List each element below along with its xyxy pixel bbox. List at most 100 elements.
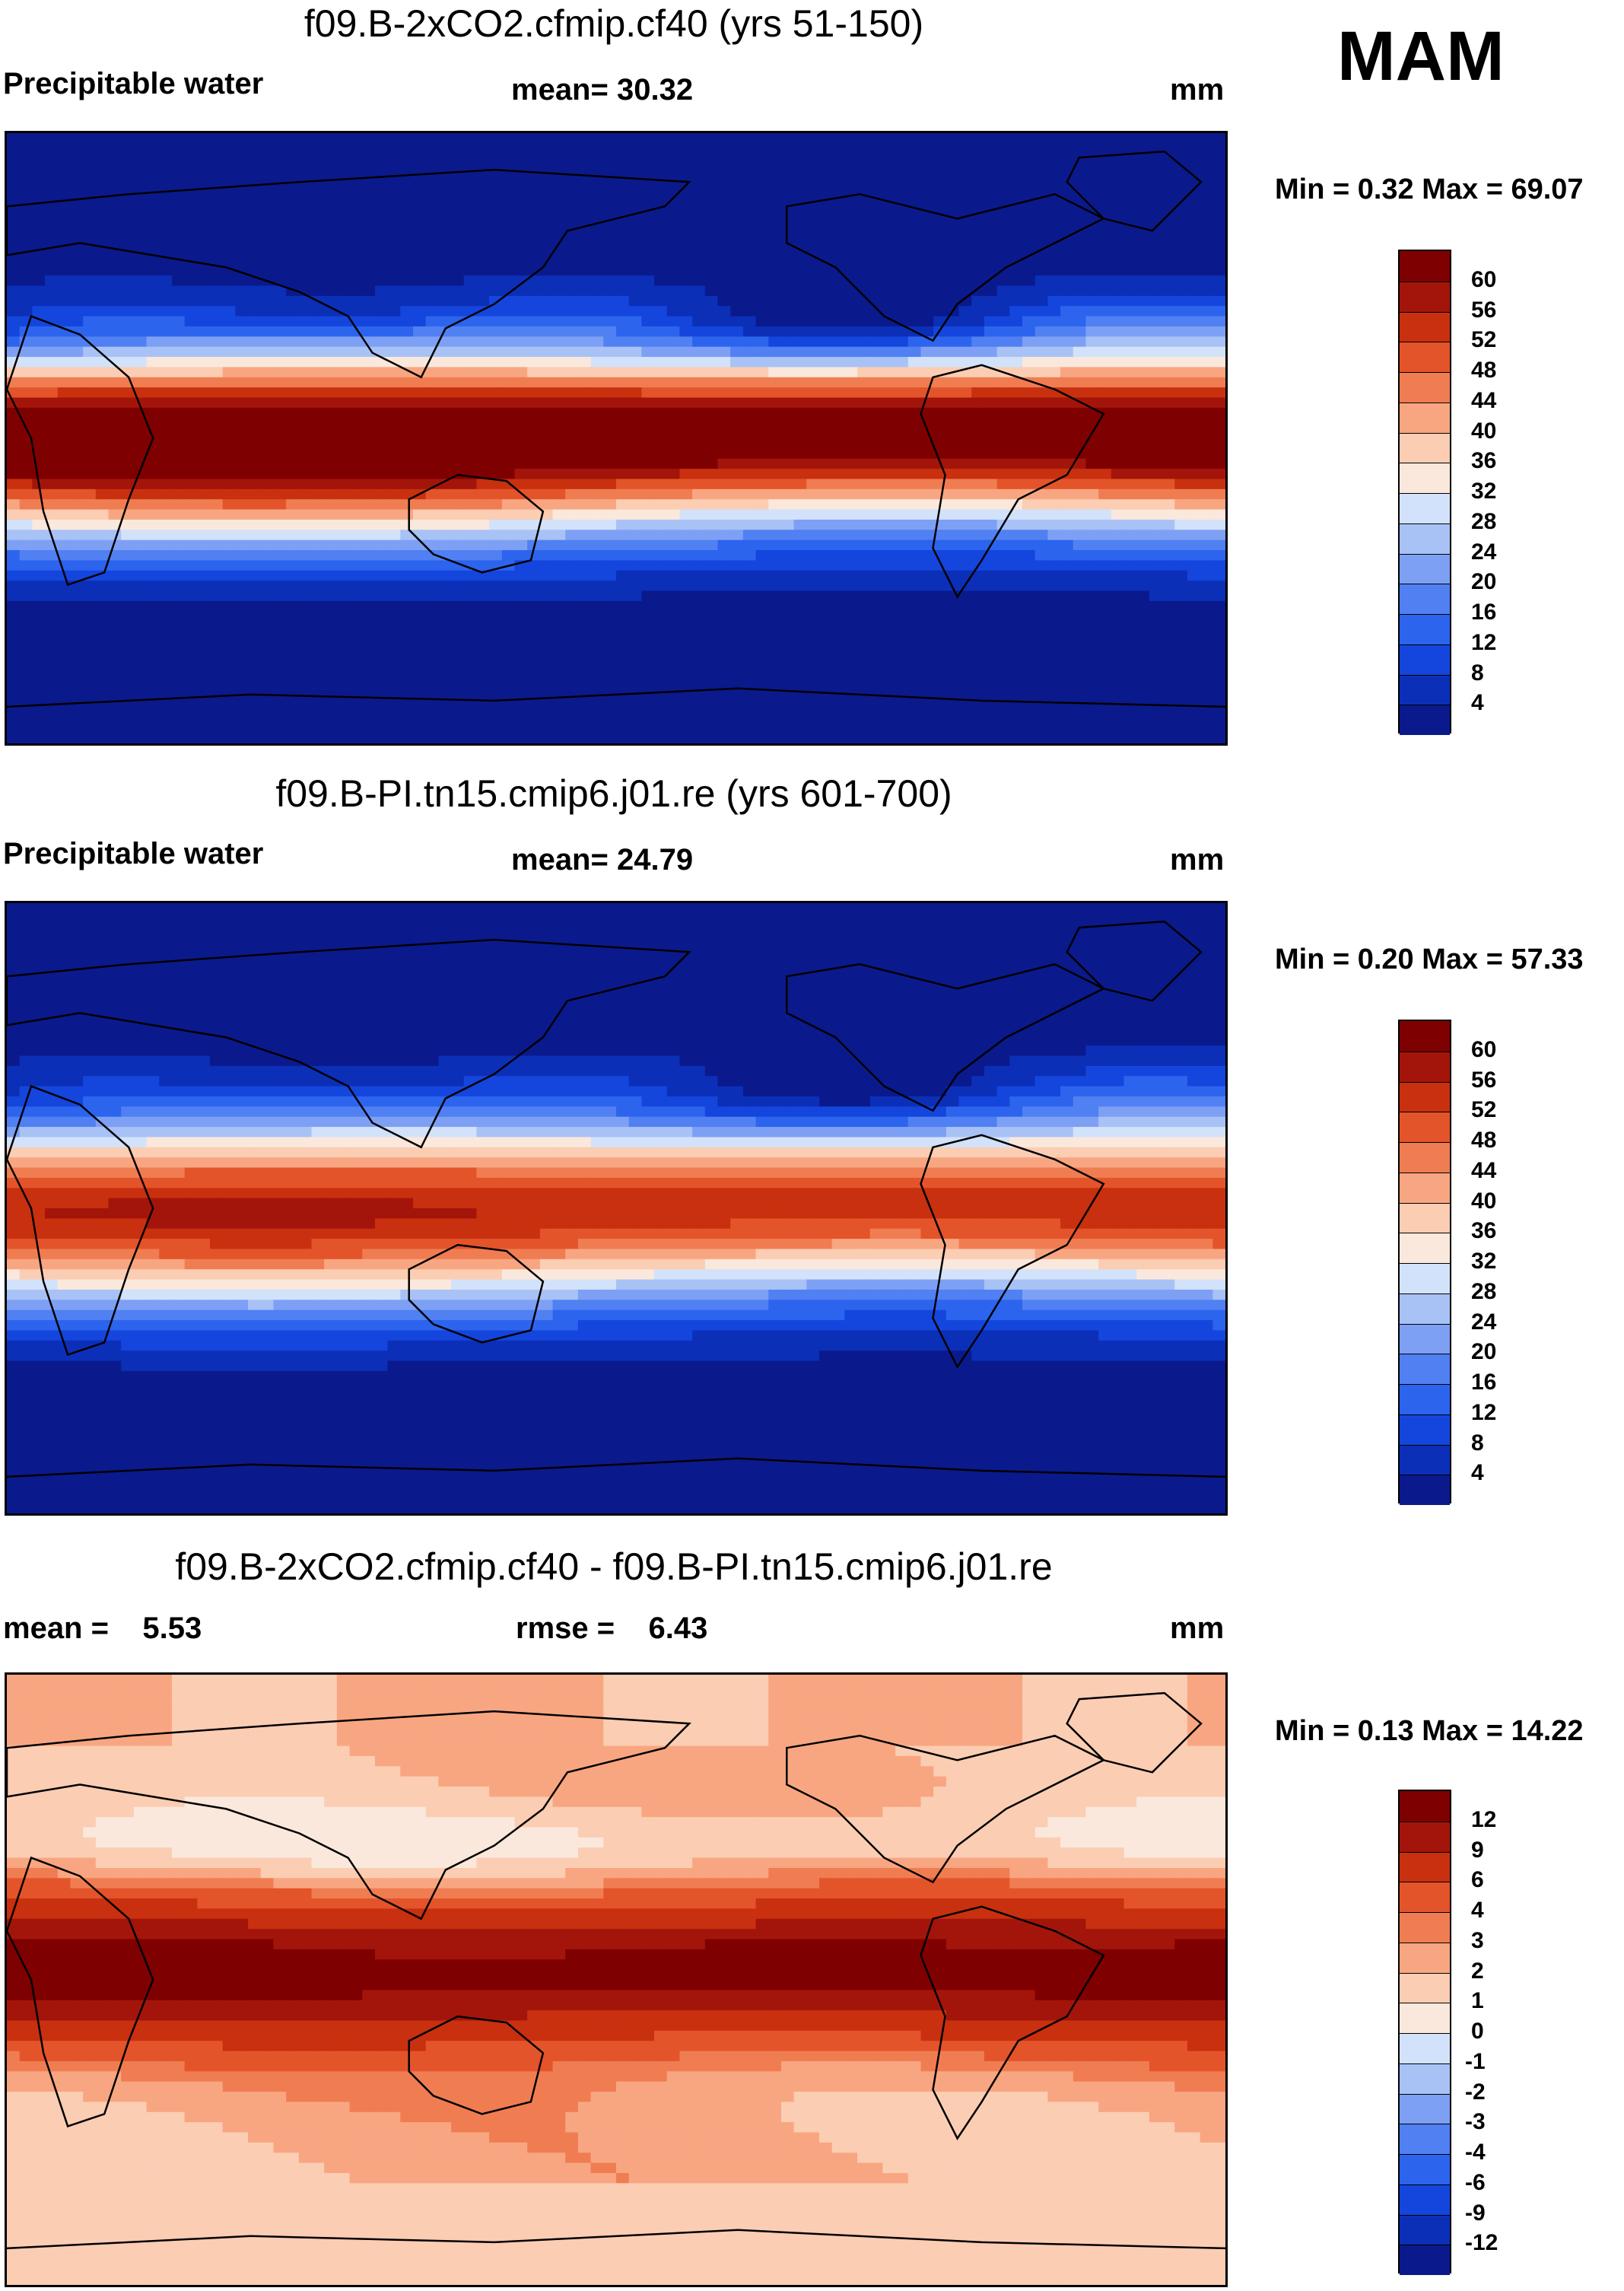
map-cell [958, 590, 972, 602]
map-cell [831, 600, 845, 612]
map-cell [298, 631, 313, 642]
map-cell [451, 234, 465, 246]
map-cell [603, 153, 617, 164]
map-cell [57, 469, 72, 480]
map-cell [1123, 631, 1137, 642]
map-cell [387, 183, 401, 195]
map-cell [273, 214, 287, 225]
map-cell [374, 234, 389, 246]
map-cell [146, 224, 160, 236]
map-cell [121, 581, 135, 592]
map-cell [95, 357, 110, 368]
map-cell [793, 204, 807, 215]
map-cell [197, 570, 211, 581]
map-cell [819, 519, 833, 530]
map-cell [349, 133, 363, 144]
map-cell [1009, 285, 1023, 297]
map-cell [857, 367, 871, 378]
map-cell [197, 224, 211, 236]
map-cell [628, 479, 642, 490]
map-cell [95, 387, 110, 399]
map-cell [438, 488, 452, 500]
map-cell [83, 326, 97, 337]
map-cell [996, 316, 1010, 327]
map-cell [806, 336, 820, 348]
map-cell [1111, 153, 1125, 164]
map-cell [362, 164, 376, 175]
map-cell [121, 367, 135, 378]
map-cell [425, 173, 439, 185]
map-cell [666, 418, 681, 429]
map-cell [1009, 550, 1023, 561]
map-cell [1187, 326, 1201, 337]
map-cell [590, 570, 604, 581]
map-cell [1149, 194, 1163, 205]
map-cell [1162, 133, 1175, 144]
map-cell [1022, 397, 1036, 409]
map-cell [831, 143, 845, 154]
map-cell [374, 285, 389, 297]
map-cell [489, 641, 503, 653]
map-cell [95, 346, 110, 358]
map-cell [819, 458, 833, 469]
map-cell [83, 539, 97, 551]
map-cell [654, 234, 668, 246]
map-cell [654, 153, 668, 164]
map-cell [451, 133, 465, 144]
map-cell [768, 428, 782, 439]
map-cell [1009, 377, 1023, 388]
map-cell [387, 488, 401, 500]
map-cell [603, 143, 617, 154]
map-cell [1123, 590, 1137, 602]
map-cell [184, 357, 198, 368]
map-cell [895, 621, 909, 632]
map-cell [641, 306, 655, 317]
map-cell [476, 245, 490, 256]
map-cell [666, 600, 681, 612]
map-cell [133, 326, 148, 337]
map-cell [501, 488, 516, 500]
map-cell [1085, 316, 1099, 327]
map-cell [780, 458, 795, 469]
map-cell [286, 164, 300, 175]
map-cell [413, 519, 427, 530]
map-cell [742, 418, 757, 429]
map-cell [286, 621, 300, 632]
map-cell [425, 255, 439, 266]
map-cell [336, 560, 351, 571]
map-cell [197, 530, 211, 541]
map-cell [628, 255, 642, 266]
map-cell [1187, 600, 1201, 612]
map-cell [95, 153, 110, 164]
map-cell [70, 539, 84, 551]
map-cell [1047, 306, 1061, 317]
map-cell [1111, 418, 1125, 429]
map-cell [374, 265, 389, 276]
map-cell [577, 316, 592, 327]
map-cell [1162, 234, 1175, 246]
map-cell [1136, 316, 1150, 327]
map-cell [907, 194, 922, 205]
map-cell [1174, 357, 1188, 368]
map-cell [298, 560, 313, 571]
map-cell [590, 143, 604, 154]
map-cell [298, 245, 313, 256]
map-cell [1009, 651, 1023, 663]
map-cell [413, 560, 427, 571]
map-cell [1123, 488, 1137, 500]
map-cell [374, 224, 389, 236]
map-cell [235, 285, 249, 297]
map-cell [197, 285, 211, 297]
map-cell [1123, 367, 1137, 378]
map-cell [768, 641, 782, 653]
map-cell [273, 346, 287, 358]
map-cell [1212, 499, 1225, 511]
map-cell [362, 611, 376, 622]
map-cell [1085, 621, 1099, 632]
map-cell [539, 621, 554, 632]
map-cell [83, 245, 97, 256]
map-cell [704, 458, 719, 469]
map-cell [438, 164, 452, 175]
map-cell [133, 631, 148, 642]
map-cell [920, 448, 934, 460]
